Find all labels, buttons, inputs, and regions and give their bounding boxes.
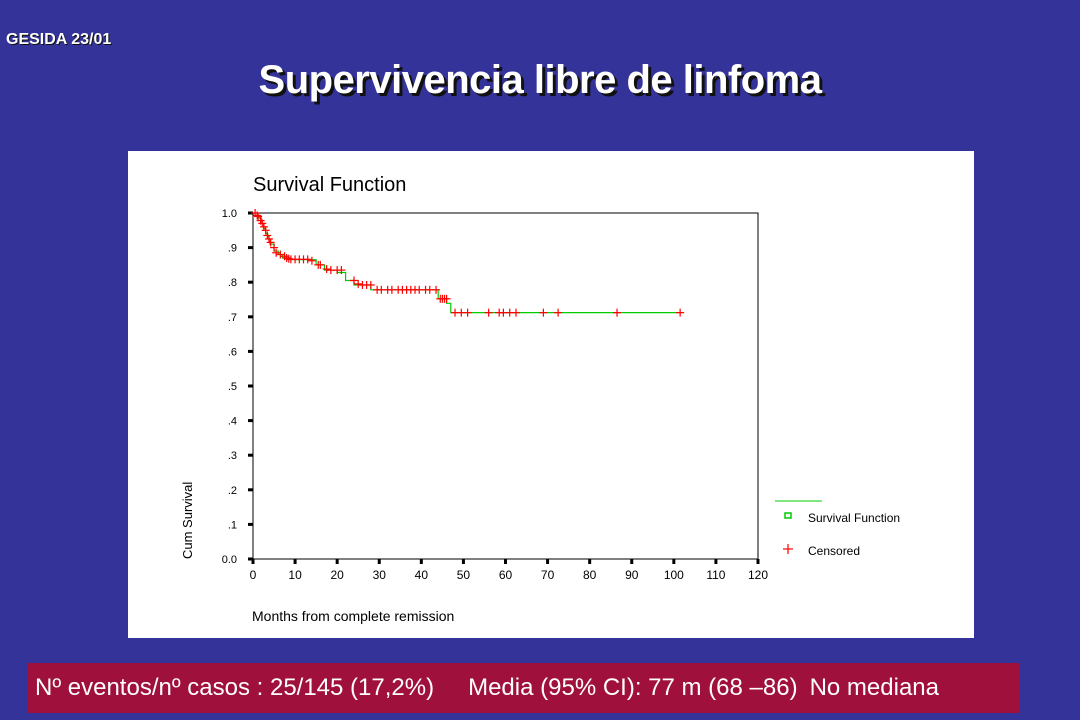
x-tick-label: 40 xyxy=(415,568,429,582)
y-tick-label: .7 xyxy=(228,312,237,324)
censored-marker xyxy=(263,231,272,240)
legend-survival-label: Survival Function xyxy=(808,511,900,525)
censored-marker xyxy=(484,308,493,317)
censored-marker xyxy=(322,265,331,274)
legend-survival-marker xyxy=(784,512,792,519)
censored-marker xyxy=(307,256,316,265)
censored-marker xyxy=(613,308,622,317)
censored-marker xyxy=(512,308,521,317)
summary-bar: Nº eventos/nº casos : 25/145 (17,2%) Med… xyxy=(27,663,1020,713)
y-tick-label: .6 xyxy=(228,346,237,358)
censored-marker xyxy=(253,211,262,220)
survival-chart: Survival Function 0.0 .1 .2 .3 .4 .5 .6 .7 .8 .9 1… xyxy=(180,174,900,624)
censored-marker xyxy=(264,234,273,243)
x-tick-label: 30 xyxy=(373,568,387,582)
y-tick-label: .3 xyxy=(228,450,237,462)
censored-marker xyxy=(316,260,325,269)
plot-frame xyxy=(252,212,759,560)
x-tick-label: 90 xyxy=(625,568,639,582)
slide-title: Supervivencia libre de linfoma xyxy=(258,58,822,102)
legend-censored-label: Censored xyxy=(808,544,860,558)
censored-marker xyxy=(276,250,285,259)
censored-marker xyxy=(463,308,472,317)
censored-marker xyxy=(366,280,375,289)
y-tick-label: .5 xyxy=(228,381,237,393)
x-tick-label: 120 xyxy=(748,568,768,582)
x-tick-label: 0 xyxy=(250,568,257,582)
censored-marker xyxy=(272,248,281,257)
censored-marker xyxy=(337,266,346,275)
censored-marker xyxy=(282,253,291,262)
censored-marker xyxy=(303,255,312,264)
censored-marker xyxy=(350,276,358,285)
x-tick-label: 20 xyxy=(330,568,344,582)
legend-censored-marker xyxy=(783,544,793,554)
censored-marker xyxy=(266,238,275,247)
survival-step-line xyxy=(253,212,683,314)
x-tick-label: 70 xyxy=(541,568,555,582)
x-axis-label: Months from complete remission xyxy=(252,608,454,624)
y-tick-label: .9 xyxy=(228,243,237,255)
chart-title: Survival Function xyxy=(253,174,406,196)
censored-marker xyxy=(259,222,268,231)
x-axis: 0 10 20 30 40 50 60 70 80 90 100 110 120 xyxy=(250,559,768,582)
censored-marker xyxy=(676,308,685,317)
mean-survival: Media (95% CI): 77 m (68 –86) xyxy=(468,674,798,701)
censored-marker xyxy=(442,294,451,303)
study-code: GESIDA 23/01 xyxy=(6,31,112,48)
y-tick-label: 0.0 xyxy=(222,554,237,566)
events-summary: Nº eventos/nº casos : 25/145 (17,2%) xyxy=(35,674,435,701)
censored-marker xyxy=(261,226,270,235)
x-tick-label: 50 xyxy=(457,568,471,582)
y-tick-label: 1.0 xyxy=(222,208,237,220)
y-tick-label: .8 xyxy=(228,277,237,289)
censored-marker xyxy=(432,285,441,294)
x-tick-label: 10 xyxy=(288,568,302,582)
y-axis: 0.0 .1 .2 .3 .4 .5 .6 .7 .8 .9 1.0 xyxy=(222,208,253,566)
y-tick-label: .1 xyxy=(228,519,237,531)
censored-marker xyxy=(254,212,263,221)
x-tick-label: 100 xyxy=(664,568,684,582)
censored-marker xyxy=(270,243,279,252)
median-note: No mediana xyxy=(809,674,939,701)
x-tick-label: 80 xyxy=(583,568,597,582)
x-tick-label: 60 xyxy=(499,568,513,582)
y-axis-label: Cum Survival xyxy=(180,482,195,559)
censored-marker xyxy=(258,219,267,228)
chart-panel: Survival Function 0.0 .1 .2 .3 .4 .5 .6 .7 .8 .9 1… xyxy=(128,151,974,638)
series-layer xyxy=(251,209,685,317)
censored-marker xyxy=(354,279,363,288)
x-tick-label: 110 xyxy=(706,568,725,582)
censored-marker xyxy=(539,308,548,317)
y-tick-label: .4 xyxy=(228,416,237,428)
legend: Survival Function Censored xyxy=(775,500,900,558)
censored-marker xyxy=(554,308,563,317)
y-tick-label: .2 xyxy=(228,485,237,497)
